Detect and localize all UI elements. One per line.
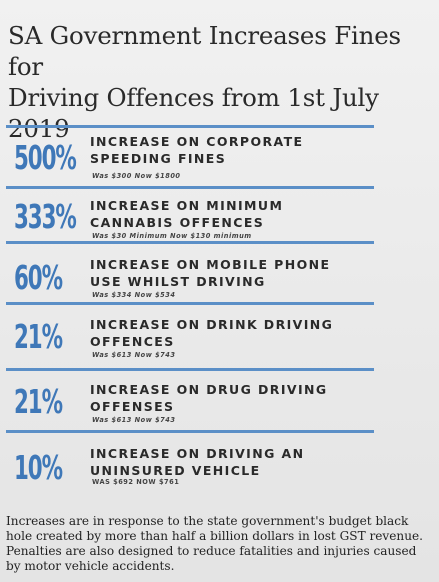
divider [6,241,374,244]
divider [6,302,374,305]
percent-value: 60% [14,258,63,297]
percent-value: 10% [14,448,63,487]
title-line-2: Driving Offences from 1st July 2019 [8,83,379,143]
page-title: SA Government Increases Fines for Drivin… [8,20,436,144]
percent-value: 500% [14,138,77,177]
item-detail: Was $300 Now $1800 [92,172,181,180]
divider [6,430,374,433]
item-headline-line-2: UNINSURED VEHICLE [90,463,261,478]
item-headline-line-1: INCREASE ON DRIVING AN [90,446,305,461]
title-line-1: SA Government Increases Fines for [8,21,401,81]
item-detail: Was $334 Now $534 [92,291,176,299]
item-headline-line-1: INCREASE ON DRUG DRIVING [90,382,328,397]
item-detail: Was $30 Minimum Now $130 minimum [92,232,252,240]
item-headline-line-2: OFFENSES [90,399,175,414]
item-detail: Was $613 Now $743 [92,416,176,424]
item-headline-line-2: CANNABIS OFFENCES [90,215,265,230]
percent-value: 21% [14,317,63,356]
item-headline-line-1: INCREASE ON MINIMUM [90,198,284,213]
item-headline-line-2: USE WHILST DRIVING [90,274,266,289]
divider [6,368,374,371]
item-headline-line-1: INCREASE ON MOBILE PHONE [90,257,331,272]
item-detail: Was $613 Now $743 [92,351,176,359]
percent-value: 333% [14,197,77,236]
footer-note: Increases are in response to the state g… [6,514,423,573]
item-headline-line-1: INCREASE ON DRINK DRIVING [90,317,334,332]
item-headline-line-2: SPEEDING FINES [90,151,227,166]
percent-value: 21% [14,382,63,421]
item-detail: WAS $692 NOW $761 [92,478,180,486]
item-headline-line-2: OFFENCES [90,334,175,349]
divider [6,125,374,128]
item-headline-line-1: INCREASE ON CORPORATE [90,134,304,149]
divider [6,186,374,189]
